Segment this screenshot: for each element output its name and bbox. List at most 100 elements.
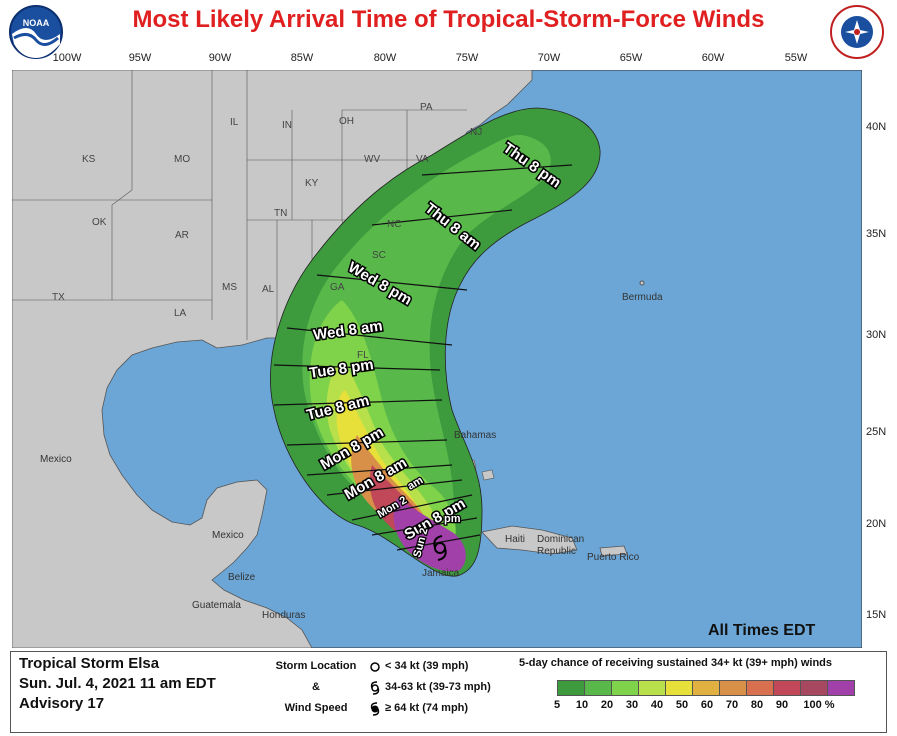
wind-categories: < 34 kt (39 mph) 34-63 kt (39-73 mph) ≥ … — [369, 656, 491, 719]
scale-label: 100 % — [803, 699, 835, 711]
place-label: Dominican — [537, 534, 584, 545]
lon-label: 75W — [455, 52, 479, 64]
place-label: Guatemala — [192, 600, 241, 611]
state-label: GA — [330, 282, 345, 293]
nws-logo — [830, 5, 884, 59]
scale-swatch — [746, 680, 774, 696]
place-label: Puerto Rico — [587, 552, 640, 563]
scale-label: 60 — [700, 699, 714, 711]
state-label: OH — [339, 116, 354, 127]
chance-title: 5-day chance of receiving sustained 34+ … — [519, 657, 832, 669]
scale-swatch — [638, 680, 666, 696]
place-label: Republic — [537, 546, 576, 557]
lat-label: 20N — [866, 518, 887, 530]
page-title: Most Likely Arrival Time of Tropical-Sto… — [132, 6, 765, 33]
place-label: Bahamas — [454, 430, 496, 441]
state-label: AR — [175, 230, 189, 241]
lon-label: 80W — [373, 52, 397, 64]
storm-name: Tropical Storm Elsa — [19, 655, 160, 672]
legend-panel: Tropical Storm Elsa Sun. Jul. 4, 2021 11… — [10, 651, 887, 733]
state-label: WV — [364, 154, 380, 165]
scale-swatch — [611, 680, 639, 696]
state-label: LA — [174, 308, 187, 319]
hispaniola-land — [481, 525, 578, 555]
storm-info: Tropical Storm Elsa Sun. Jul. 4, 2021 11… — [19, 654, 216, 714]
state-label: NJ — [470, 127, 482, 138]
lat-label: 40N — [866, 121, 887, 133]
state-label: PA — [420, 102, 433, 113]
lon-label: 100W — [52, 52, 82, 64]
lon-label: 65W — [619, 52, 643, 64]
state-label: TX — [52, 292, 65, 303]
svg-text:NOAA: NOAA — [23, 18, 50, 28]
wind-category-label: 34-63 kt (39-73 mph) — [385, 681, 491, 693]
hurricane-icon — [370, 701, 380, 716]
scale-swatch — [557, 680, 585, 696]
wind-category: 34-63 kt (39-73 mph) — [369, 677, 491, 698]
state-label: MS — [222, 282, 237, 293]
arrival-label: pm — [444, 513, 461, 525]
noaa-logo: NOAA — [9, 5, 63, 59]
bermuda-island — [639, 280, 645, 286]
place-label: Belize — [228, 572, 256, 583]
key-title: Storm Location — [275, 660, 357, 672]
lon-label: 95W — [128, 52, 152, 64]
lon-label: 70W — [537, 52, 561, 64]
place-label: Mexico — [212, 530, 244, 541]
state-label: AL — [262, 284, 275, 295]
lon-label: 60W — [701, 52, 725, 64]
key-title: Wind Speed — [284, 702, 348, 714]
lon-label: 55W — [784, 52, 808, 64]
place-label: Honduras — [262, 610, 305, 621]
tropical-storm-icon — [370, 680, 380, 695]
place-label: Jamaica — [422, 568, 460, 579]
state-label: KY — [305, 178, 319, 189]
state-label: NC — [387, 219, 401, 230]
scale-label: 90 — [775, 699, 789, 711]
place-label: Bermuda — [622, 292, 663, 303]
scale-swatch — [665, 680, 693, 696]
probability-swath-100 — [393, 498, 466, 572]
wind-category: < 34 kt (39 mph) — [369, 656, 491, 677]
scale-swatch — [692, 680, 720, 696]
place-label: Mexico — [40, 454, 72, 465]
state-label: SC — [372, 250, 386, 261]
state-label: KS — [82, 154, 96, 165]
scale-swatch — [827, 680, 855, 696]
wind-category-label: ≥ 64 kt (74 mph) — [385, 702, 469, 714]
low-circle-icon — [370, 661, 380, 672]
puerto-rico-land — [599, 545, 628, 557]
state-label: VA — [416, 154, 429, 165]
scale-label: 10 — [575, 699, 589, 711]
lat-label: 30N — [866, 329, 887, 341]
probability-scale — [557, 680, 855, 696]
state-label: OK — [92, 217, 107, 228]
wind-category-label: < 34 kt (39 mph) — [385, 660, 469, 672]
scale-label: 5 — [553, 699, 561, 711]
map: PA NJ IL IN OH KS MO WV VA KY OK TN NC A… — [12, 70, 862, 648]
lat-label: 35N — [866, 228, 887, 240]
state-label: FL — [357, 350, 369, 361]
all-times-label: All Times EDT — [708, 622, 816, 639]
wind-category: ≥ 64 kt (74 mph) — [369, 698, 491, 719]
key-title: & — [312, 681, 320, 693]
lon-label: 90W — [208, 52, 232, 64]
storm-datetime: Sun. Jul. 4, 2021 11 am EDT — [19, 675, 216, 692]
lon-label: 85W — [290, 52, 314, 64]
state-label: MO — [174, 154, 190, 165]
storm-advisory: Advisory 17 — [19, 695, 105, 712]
scale-label: 80 — [750, 699, 764, 711]
scale-label: 30 — [625, 699, 639, 711]
scale-swatch — [800, 680, 828, 696]
scale-swatch — [719, 680, 747, 696]
storm-location-key: Storm Location & Wind Speed — [261, 656, 371, 719]
probability-swath-30 — [326, 360, 433, 534]
scale-label: 20 — [600, 699, 614, 711]
scale-label: 40 — [650, 699, 664, 711]
scale-swatch — [773, 680, 801, 696]
state-label: IN — [282, 120, 292, 131]
scale-label: 50 — [675, 699, 689, 711]
lat-label: 15N — [866, 609, 887, 621]
lat-label: 25N — [866, 426, 887, 438]
storm-location-icon — [433, 535, 447, 561]
